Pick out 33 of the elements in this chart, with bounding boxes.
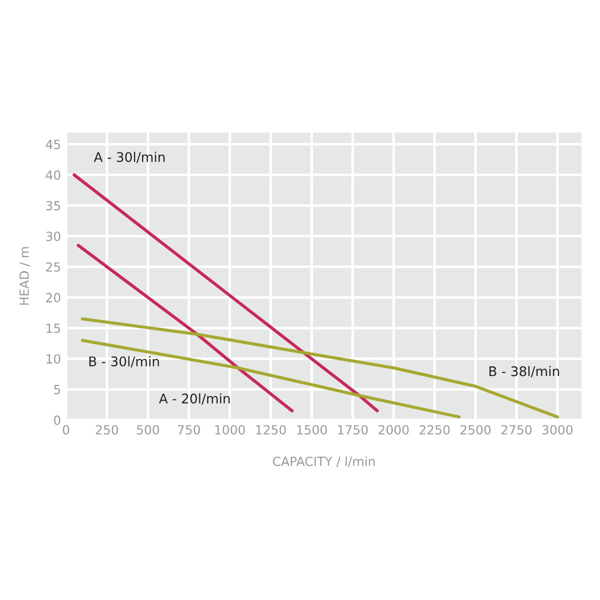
x-tick-label: 2750	[501, 425, 532, 435]
x-tick-label: 2500	[460, 425, 491, 435]
y-tick-label: 0	[54, 415, 60, 425]
series-label: B - 30l/min	[89, 356, 159, 368]
series-label: B - 38l/min	[489, 366, 560, 378]
x-tick-label: 2250	[420, 425, 450, 435]
line-series	[76, 244, 294, 412]
y-tick-label: 35	[46, 201, 60, 210]
line-series	[80, 338, 461, 418]
x-tick-label: 250	[96, 425, 118, 435]
x-tick-label: 1500	[297, 425, 327, 435]
x-tick-label: 500	[136, 425, 160, 435]
x-tick-label: 1000	[215, 425, 245, 435]
y-tick-label: 15	[46, 324, 60, 334]
x-axis-title: CAPACITY / l/min	[272, 456, 375, 468]
y-tick-label: 40	[46, 170, 60, 180]
y-axis-title: HEAD / m	[20, 247, 30, 305]
y-tick-label: 45	[46, 140, 60, 150]
x-tick-label: 3000	[542, 425, 573, 435]
y-tick-label: 10	[46, 354, 60, 364]
series-label: A - 30l/min	[94, 152, 165, 164]
x-tick-label: 750	[178, 425, 200, 435]
series-label: A - 20l/min	[158, 393, 230, 405]
x-tick-label: 1750	[338, 425, 368, 435]
y-tick-label: 25	[46, 262, 60, 272]
y-tick-label: 30	[46, 232, 60, 242]
y-tick-label: 5	[54, 384, 60, 394]
line-series	[72, 173, 379, 412]
y-tick-label: 20	[46, 292, 60, 302]
x-tick-label: 1250	[256, 425, 286, 435]
line-series	[80, 317, 559, 418]
x-tick-label: 2000	[378, 425, 409, 435]
x-tick-label: 0	[62, 425, 70, 435]
